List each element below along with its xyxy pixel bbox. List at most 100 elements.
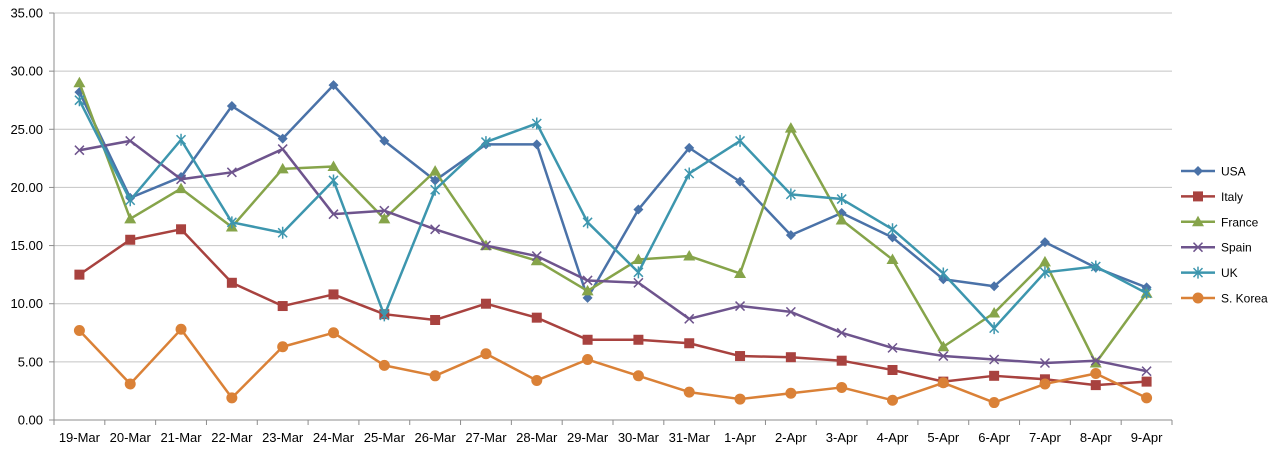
legend-marker-italy — [1193, 191, 1203, 202]
data-point-uk-25-mar — [379, 309, 390, 322]
data-point-uk-6-apr — [989, 322, 1000, 335]
series-line-s-korea — [78, 328, 1148, 404]
y-axis-tick-labels: 0.00 5.00 10.00 15.00 20.00 25.00 30.00 35.00 — [10, 6, 43, 428]
data-point-s-korea-30-mar — [632, 370, 644, 382]
data-point-usa-6-apr — [989, 281, 1000, 292]
data-point-usa-7-apr — [1039, 237, 1050, 248]
data-point-s-korea-22-mar — [226, 392, 238, 404]
data-point-uk-31-mar — [684, 167, 695, 180]
data-point-uk-3-apr — [836, 193, 847, 206]
data-point-uk-21-mar — [176, 133, 187, 146]
data-point-spain-8-apr — [1090, 355, 1101, 366]
y-tick-label: 20.00 — [10, 180, 43, 195]
legend-label-spain: Spain — [1221, 241, 1252, 255]
x-tick-label-31-mar: 31-Mar — [669, 430, 711, 445]
data-point-usa-22-mar — [226, 101, 237, 112]
x-tick-label-26-mar: 26-Mar — [415, 430, 457, 445]
data-point-s-korea-1-apr — [734, 393, 746, 405]
legend-entry-italy: Italy — [1181, 190, 1243, 204]
data-point-uk-27-mar — [480, 136, 491, 149]
data-point-uk-19-mar — [74, 94, 85, 107]
data-point-france-21-mar — [175, 182, 188, 194]
data-point-s-korea-24-mar — [328, 327, 339, 339]
series-group — [73, 76, 1153, 409]
data-point-france-31-mar — [683, 250, 696, 261]
data-point-france-5-apr — [937, 340, 950, 352]
legend-label-usa: USA — [1221, 165, 1246, 179]
data-point-italy-8-apr — [1090, 380, 1101, 391]
legend-label-s-korea: S. Korea — [1221, 292, 1268, 306]
data-point-spain-4-apr — [887, 342, 898, 353]
data-point-s-korea-3-apr — [836, 381, 848, 393]
x-tick-label-24-mar: 24-Mar — [313, 430, 355, 445]
series-line-italy — [78, 228, 1147, 387]
data-point-spain-25-mar — [379, 205, 390, 216]
data-point-uk-5-apr — [938, 267, 949, 280]
y-tick-label: 10.00 — [10, 296, 43, 311]
data-point-usa-23-mar — [277, 133, 288, 144]
data-point-france-2-apr — [784, 122, 797, 133]
data-point-spain-30-mar — [633, 277, 644, 288]
legend-entry-usa: USA — [1181, 165, 1246, 179]
data-point-uk-7-apr — [1039, 266, 1050, 279]
x-tick-label-28-mar: 28-Mar — [516, 430, 558, 445]
y-tick-label: 0.00 — [18, 413, 43, 428]
y-tick-label: 35.00 — [10, 6, 43, 21]
data-point-spain-21-mar — [176, 174, 187, 185]
data-point-s-korea-29-mar — [582, 354, 594, 366]
data-point-spain-7-apr — [1039, 357, 1050, 369]
x-tick-label-25-mar: 25-Mar — [364, 430, 406, 445]
data-point-spain-29-mar — [582, 275, 593, 286]
data-point-france-6-apr — [988, 307, 1001, 318]
data-point-italy-19-mar — [74, 269, 85, 280]
legend-entry-france: France — [1181, 215, 1259, 229]
data-point-italy-27-mar — [480, 298, 491, 309]
data-point-spain-26-mar — [430, 224, 441, 235]
data-point-italy-30-mar — [633, 334, 644, 345]
data-point-spain-2-apr — [785, 306, 796, 317]
legend-entry-uk: UK — [1181, 266, 1238, 280]
data-point-usa-25-mar — [379, 135, 390, 146]
series-line-france — [78, 82, 1148, 365]
data-point-italy-22-mar — [226, 277, 237, 288]
data-point-s-korea-21-mar — [175, 323, 187, 335]
data-point-italy-2-apr — [785, 352, 796, 363]
data-point-italy-20-mar — [125, 234, 136, 245]
data-point-france-28-mar — [530, 254, 543, 266]
data-point-s-korea-27-mar — [480, 348, 492, 360]
x-tick-label-3-apr: 3-Apr — [826, 430, 858, 445]
data-point-s-korea-6-apr — [988, 397, 1000, 409]
data-point-s-korea-28-mar — [531, 374, 543, 386]
data-point-spain-1-apr — [735, 301, 746, 312]
data-point-uk-23-mar — [277, 226, 288, 239]
data-point-usa-30-mar — [633, 204, 644, 215]
data-point-s-korea-25-mar — [378, 359, 390, 371]
data-point-spain-6-apr — [989, 354, 1000, 365]
y-tick-label: 15.00 — [10, 238, 43, 253]
data-point-uk-1-apr — [735, 134, 746, 147]
data-point-s-korea-20-mar — [124, 378, 136, 390]
y-tick-label: 30.00 — [10, 64, 43, 79]
y-tick-label: 5.00 — [18, 354, 43, 369]
data-point-italy-26-mar — [430, 314, 441, 325]
data-point-france-30-mar — [632, 253, 645, 265]
data-point-s-korea-19-mar — [73, 324, 85, 336]
data-point-usa-1-apr — [735, 176, 746, 187]
data-point-usa-26-mar — [430, 175, 441, 186]
data-point-france-29-mar — [581, 284, 594, 296]
x-tick-label-1-apr: 1-Apr — [724, 430, 756, 445]
x-tick-label-29-mar: 29-Mar — [567, 430, 609, 445]
data-point-france-7-apr — [1038, 255, 1051, 267]
data-point-france-19-mar — [73, 76, 86, 88]
legend-entry-s-korea: S. Korea — [1181, 292, 1268, 306]
data-point-italy-23-mar — [277, 301, 288, 312]
data-point-spain-27-mar — [480, 240, 491, 251]
data-point-france-4-apr — [886, 253, 899, 265]
data-point-spain-22-mar — [226, 167, 237, 178]
legend: USA Italy France Spain UK S. Korea — [1181, 165, 1268, 306]
data-point-uk-24-mar — [328, 174, 339, 187]
x-axis — [49, 12, 1173, 425]
series-italy — [74, 224, 1152, 391]
data-point-italy-21-mar — [176, 224, 187, 235]
x-tick-label-19-mar: 19-Mar — [59, 430, 101, 445]
